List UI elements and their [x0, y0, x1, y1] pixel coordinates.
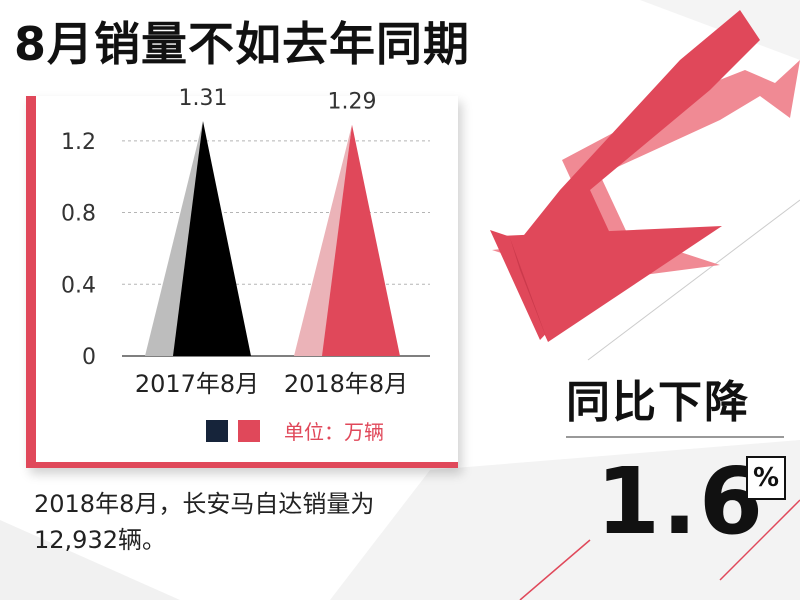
- y-tick-label: 1.2: [61, 130, 96, 155]
- legend-unit: 单位：万辆: [284, 420, 384, 444]
- chart-legend: 单位：万辆: [206, 416, 384, 445]
- percent-sign: %: [746, 456, 786, 500]
- page-title: 8月销量不如去年同期: [14, 17, 471, 71]
- decline-divider: [566, 436, 784, 438]
- card-accent-bottom: [26, 462, 458, 468]
- y-tick-label: 0: [82, 345, 96, 370]
- bar: [322, 124, 400, 356]
- x-tick-label: 2017年8月: [135, 370, 259, 398]
- legend-swatch-2018: [238, 419, 260, 442]
- bar-shadow: [145, 121, 203, 356]
- bar-shadow: [294, 124, 352, 356]
- decline-label: 同比下降: [566, 377, 750, 428]
- y-tick-label: 0.4: [61, 273, 96, 298]
- data-label: 1.31: [179, 86, 228, 111]
- decline-value: 1.6: [596, 448, 765, 555]
- x-tick-label: 2018年8月: [284, 370, 408, 398]
- summary-note: 2018年8月，长安马自达销量为12,932辆。: [34, 490, 375, 554]
- bar: [173, 121, 251, 356]
- card-accent-left: [26, 96, 36, 468]
- legend-swatch-2017: [206, 419, 228, 442]
- chart-card: [26, 96, 458, 468]
- y-tick-label: 0.8: [61, 202, 96, 227]
- data-label: 1.29: [328, 90, 377, 115]
